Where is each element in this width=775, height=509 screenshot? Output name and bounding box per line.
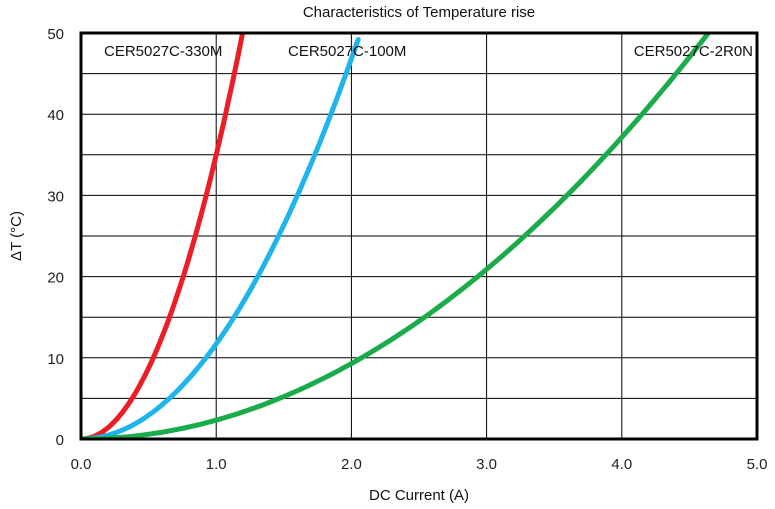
x-tick-label: 5.0 (747, 456, 768, 473)
series-labels: CER5027C-330M CER5027C-100M CER5027C-2R0N (104, 43, 753, 60)
y-tick-labels: 0 10 20 30 40 50 (47, 26, 64, 449)
series-curve (81, 33, 246, 439)
x-tick-label: 1.0 (206, 456, 227, 473)
y-axis-label: ΔT (°C) (8, 211, 25, 261)
chart-title: Characteristics of Temperature rise (303, 4, 535, 21)
x-axis-label: DC Current (A) (369, 487, 469, 504)
y-tick-label: 10 (47, 351, 64, 368)
series-label: CER5027C-330M (104, 43, 222, 60)
series-label: CER5027C-100M (288, 43, 406, 60)
y-tick-label: 50 (47, 26, 64, 43)
y-tick-label: 0 (56, 432, 64, 449)
grid (81, 33, 757, 439)
series-curve (81, 33, 712, 439)
y-tick-label: 40 (47, 107, 64, 124)
series-curve (81, 37, 361, 439)
y-tick-label: 30 (47, 188, 64, 205)
curves (81, 33, 712, 439)
x-tick-label: 4.0 (611, 456, 632, 473)
y-tick-label: 20 (47, 270, 64, 287)
series-label: CER5027C-2R0N (634, 43, 753, 60)
x-tick-label: 0.0 (71, 456, 92, 473)
x-tick-label: 3.0 (476, 456, 497, 473)
x-tick-labels: 0.0 1.0 2.0 3.0 4.0 5.0 (71, 456, 768, 473)
x-tick-label: 2.0 (341, 456, 362, 473)
plot-frame (79, 31, 759, 441)
